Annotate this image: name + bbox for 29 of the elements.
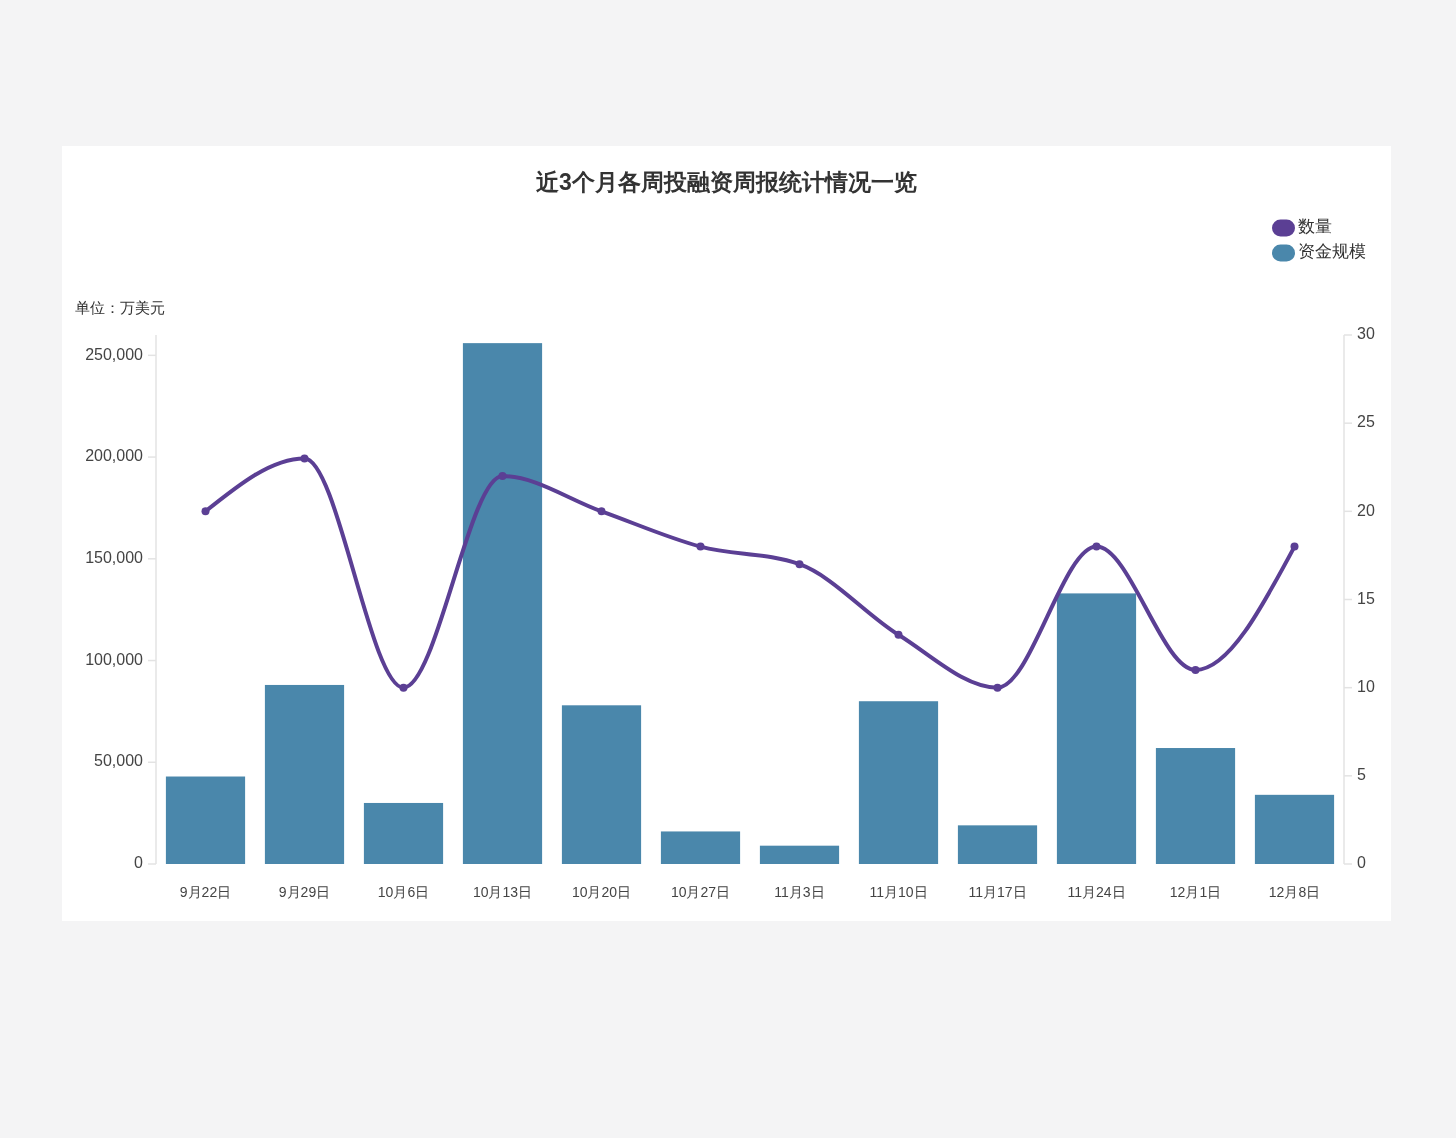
legend-label: 数量	[1298, 217, 1332, 237]
x-tick-label: 12月1日	[1169, 883, 1222, 900]
y2-tick-label: 15	[1357, 589, 1375, 607]
y-tick-label: 250,000	[85, 345, 143, 363]
x-tick-label: 10月27日	[670, 883, 731, 900]
x-tick-label: 9月29日	[278, 883, 331, 900]
x-tick-label: 10月20日	[571, 883, 632, 900]
legend-label: 资金规模	[1298, 242, 1366, 262]
x-tick-label: 11月17日	[968, 883, 1027, 900]
y2-tick-label: 0	[1357, 854, 1366, 872]
y2-tick-label: 10	[1357, 677, 1375, 695]
y-tick-label: 200,000	[85, 447, 143, 465]
y-tick-label: 50,000	[94, 752, 143, 770]
y-tick-label: 0	[134, 854, 143, 872]
y2-tick-label: 25	[1357, 413, 1375, 431]
title: 近3个月各周投融资周报统计情况一览	[536, 169, 917, 196]
x-tick-label: 10月13日	[472, 883, 533, 900]
y2-tick-label: 30	[1357, 325, 1375, 343]
x-tick-label: 11月24日	[1067, 883, 1126, 900]
x-tick-label: 11月10日	[869, 883, 928, 900]
x-tick-label: 11月3日	[774, 883, 825, 900]
ylabel: 单位：万美元	[75, 298, 165, 316]
x-tick-label: 9月22日	[179, 883, 232, 900]
y2-tick-label: 5	[1357, 766, 1366, 784]
x-tick-label: 10月6日	[377, 883, 430, 900]
y2-tick-label: 20	[1357, 501, 1375, 519]
y-tick-label: 100,000	[85, 650, 143, 668]
x-tick-label: 12月8日	[1268, 883, 1321, 900]
y-tick-label: 150,000	[85, 549, 143, 567]
